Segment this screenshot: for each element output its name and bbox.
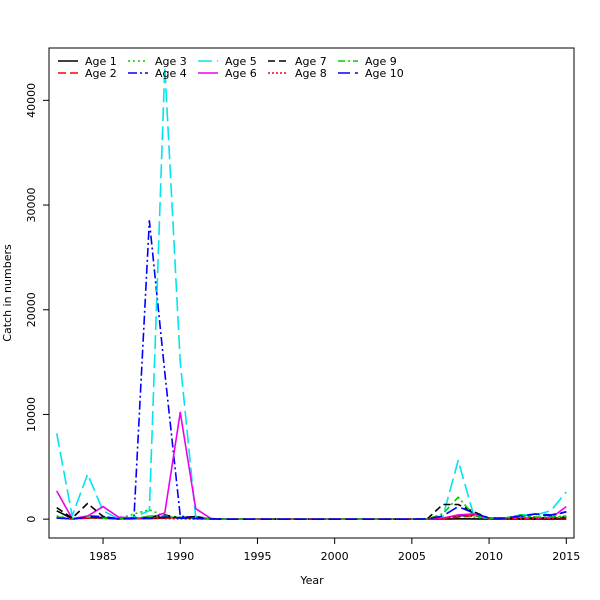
series-lines [55,66,567,520]
series-line-age-10 [56,505,567,520]
x-tick-label-1985: 1985 [89,550,117,563]
legend-label-age-9: Age 9 [365,55,397,68]
x-axis-title: Year [299,574,324,587]
y-tick-label-30000: 30000 [25,188,38,223]
legend-label-age-1: Age 1 [85,55,117,68]
x-tick-label-2000: 2000 [321,550,349,563]
x-axis: 1985 1990 1995 2000 2005 2010 2015 [89,538,580,563]
legend-label-age-4: Age 4 [155,67,187,80]
series-line-age-3 [56,508,567,520]
legend-label-age-8: Age 8 [295,67,327,80]
legend-label-age-2: Age 2 [85,67,117,80]
y-tick-label-0: 0 [25,516,38,523]
x-tick-label-2010: 2010 [475,550,503,563]
x-tick-label-2015: 2015 [552,550,580,563]
plot-frame [48,47,575,539]
y-tick-label-20000: 20000 [25,292,38,327]
y-tick-label-40000: 40000 [25,83,38,118]
legend-label-age-10: Age 10 [365,67,404,80]
legend-label-age-7: Age 7 [295,55,327,68]
legend-label-age-5: Age 5 [225,55,257,68]
y-axis-title: Catch in numbers [1,244,14,342]
legend-label-age-3: Age 3 [155,55,187,68]
legend-label-age-6: Age 6 [225,67,257,80]
x-tick-label-1995: 1995 [243,550,271,563]
y-tick-label-10000: 10000 [25,397,38,432]
x-tick-label-2005: 2005 [398,550,426,563]
y-axis: 0 10000 20000 30000 40000 [25,83,49,523]
x-tick-label-1990: 1990 [166,550,194,563]
